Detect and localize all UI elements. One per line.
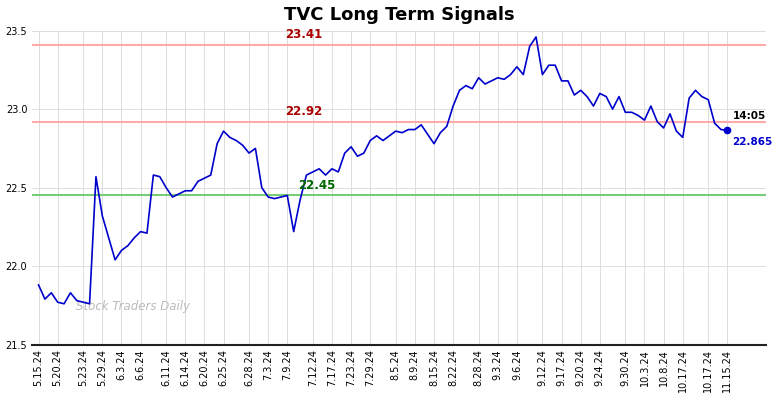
Text: 22.865: 22.865 [732,137,773,146]
Text: 22.45: 22.45 [298,179,336,191]
Text: 22.92: 22.92 [285,105,322,118]
Text: Stock Traders Daily: Stock Traders Daily [76,300,191,313]
Title: TVC Long Term Signals: TVC Long Term Signals [284,6,514,23]
Text: 23.41: 23.41 [285,28,322,41]
Text: 14:05: 14:05 [732,111,766,121]
